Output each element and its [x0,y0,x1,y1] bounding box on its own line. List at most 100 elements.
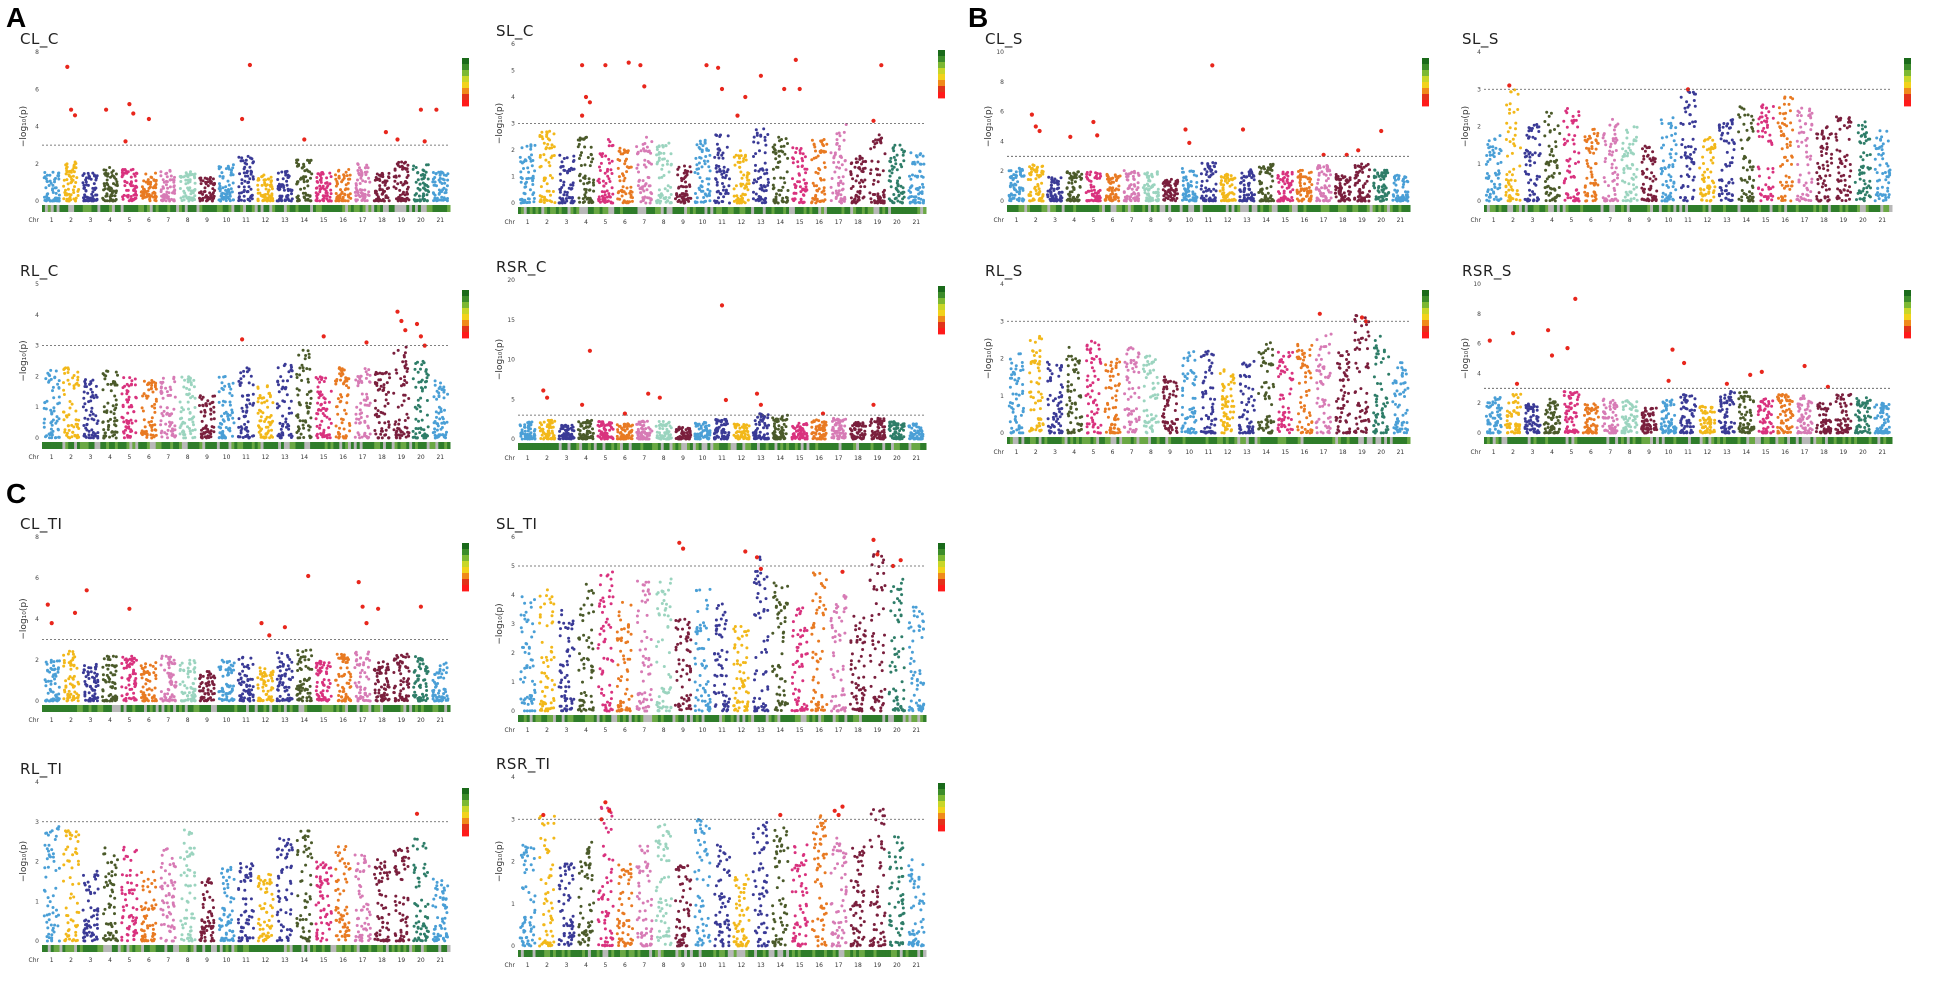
chromosome-tick-label: 12 [1704,217,1712,224]
chromosome-tick-label: 21 [1878,449,1886,456]
chromosome-16-points [1776,393,1795,435]
y-tick-label: 2 [1000,356,1004,363]
chromosome-tick-label: 4 [584,727,588,734]
chromosome-4-points [1542,397,1562,435]
significant-snp-point [45,602,50,607]
chromosome-6-points [140,379,158,440]
chromosome-8-points [655,141,673,205]
chromosome-6-points [139,171,158,203]
y-tick-label: 3 [35,343,39,350]
chromosome-18-points [849,154,868,205]
chromosome-2-points [538,129,557,205]
y-tick-label: 1 [35,898,39,905]
chr-axis-label: Chr [29,217,40,224]
significant-snp-point [127,102,132,107]
chromosome-4-points [1065,170,1084,203]
chromosome-19-points [868,550,887,713]
significant-snp-point [704,63,709,68]
y-tick-label: 4 [35,779,39,786]
chromosome-tick-label: 20 [893,219,901,226]
chromosome-tick-label: 7 [642,727,646,734]
chromosome-17-points [353,650,372,703]
chromosome-9-points [673,617,693,712]
chr-axis-label: Chr [29,957,40,964]
chromosome-9-points [198,670,217,703]
chromosome-tick-label: 19 [1358,449,1366,456]
y-tick-label: 20 [507,277,515,284]
chromosome-5-points [1084,339,1103,435]
chromosome-1-points [1007,352,1025,435]
chromosome-5-points [1562,107,1581,203]
chromosome-20-points [412,655,430,703]
chromosome-tick-label: 2 [545,962,549,969]
chromosome-tick-label: 9 [681,962,685,969]
chromosome-tick-label: 20 [1859,217,1867,224]
chromosome-5-points [120,376,138,440]
density-color-legend [938,50,945,99]
chromosome-16-points [1295,168,1314,203]
chromosome-1-points [518,843,537,948]
chromosome-tick-label: 12 [738,219,746,226]
chromosome-7-points [159,168,177,203]
chromosome-19-points [1834,392,1853,435]
chromosome-16-points [334,366,352,440]
chromosome-20-points [1853,396,1872,435]
chromosome-tick-label: 20 [893,962,901,969]
chromosome-tick-label: 3 [89,717,93,724]
y-tick-label: 10 [1473,281,1481,288]
chromosome-13-points [275,362,294,440]
significant-snp-point [836,812,841,818]
chromosome-5-points [1084,170,1103,203]
chromosome-tick-label: 14 [776,727,784,734]
snp-density-strip [42,945,451,952]
chromosome-tick-label: 19 [874,962,882,969]
manhattan-plot-cl-ti: CL_TI −log₁₀(p) 0 2 4 6 8 Chr 1 2 3 4 5 6 7 8 9 10 11 12 13 1… [19,515,490,735]
significant-snp-point [1317,311,1322,316]
chromosome-14-points [771,581,790,712]
chromosome-tick-label: 16 [1781,449,1789,456]
significant-snp-point [414,321,420,327]
chromosome-tick-label: 3 [565,219,569,226]
chromosome-tick-label: 20 [893,455,901,462]
snp-density-strip [42,705,451,712]
chromosome-10-points [218,865,236,943]
chromosome-7-points [635,844,654,948]
chromosome-tick-label: 17 [835,727,843,734]
y-tick-label: 1 [511,901,515,908]
chromosome-18-points [1814,401,1833,435]
chromosome-tick-label: 2 [69,217,73,224]
chromosome-tick-label: 11 [1205,449,1213,456]
significant-snp-point [1825,384,1830,389]
chromosome-tick-label: 6 [147,217,151,224]
chromosome-tick-label: 16 [815,219,823,226]
chromosome-2-points [1504,392,1523,435]
chromosome-tick-label: 4 [1072,449,1076,456]
chromosome-13-points [751,412,771,441]
chromosome-1-points [43,658,61,703]
y-tick-label: 0 [35,435,39,442]
chromosome-tick-label: 8 [186,217,190,224]
y-axis-label: −log₁₀(p) [19,841,29,882]
chromosome-tick-label: 19 [1840,449,1848,456]
significant-snp-point [875,552,880,557]
chromosome-tick-label: 5 [1569,449,1573,456]
plot-title: CL_TI [20,515,63,533]
chromosome-9-points [1640,144,1659,203]
y-tick-label: 2 [35,859,39,866]
chromosome-21-points [431,661,450,703]
y-tick-label: 4 [1000,281,1004,288]
significant-snp-point [758,73,763,78]
chromosome-tick-label: 4 [584,219,588,226]
chromosome-tick-label: 20 [417,217,425,224]
chromosome-tick-label: 15 [1281,449,1289,456]
plot-title: RL_S [985,262,1023,280]
chromosome-tick-label: 20 [417,717,425,724]
chromosome-tick-label: 1 [526,455,530,462]
chromosome-tick-label: 2 [1511,449,1515,456]
chromosome-12-points [256,384,275,440]
chromosome-tick-label: 18 [1820,217,1828,224]
y-axis-label: −log₁₀(p) [984,106,994,147]
